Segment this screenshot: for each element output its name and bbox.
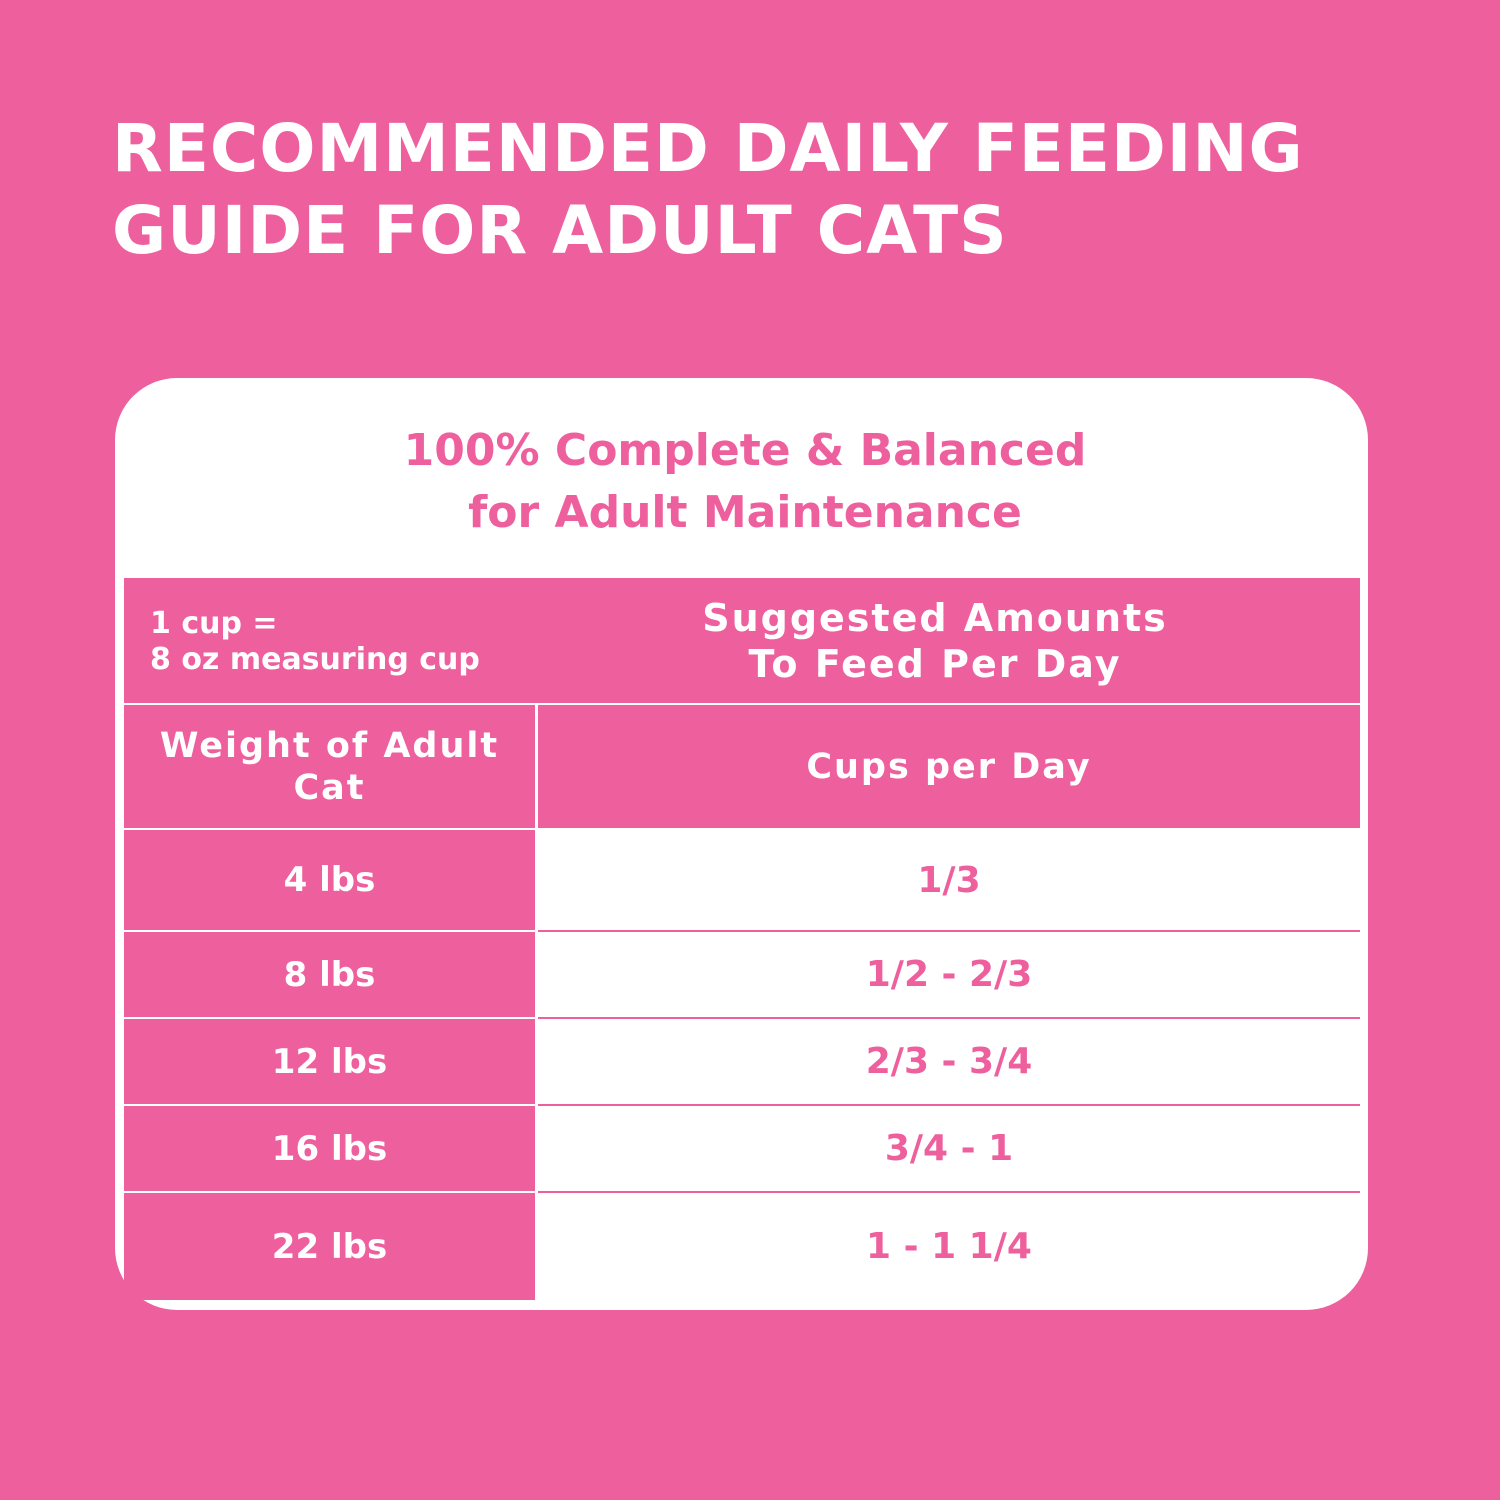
heading: Suggested Amounts To Feed Per Day — [520, 578, 1350, 703]
column-header: Cups per Day — [538, 705, 1360, 828]
column-header-text: Cups per Day — [806, 746, 1092, 787]
subtitle-line: for Adult Maintenance — [468, 487, 1022, 538]
cups-cell: 1/3 — [538, 830, 1360, 932]
cups-cell: 1 - 1 1/4 — [538, 1193, 1360, 1300]
weight: 8 lbs — [283, 954, 376, 995]
cups-cell: 2/3 - 3/4 — [538, 1019, 1360, 1106]
weight: 22 lbs — [271, 1226, 388, 1267]
title-line: GUIDE FOR ADULT CATS — [112, 192, 1008, 269]
weight-cell: 4 lbs — [124, 830, 535, 930]
weight: 4 lbs — [283, 860, 376, 900]
title: RECOMMENDED DAILY FEEDING GUIDE FOR ADULT… — [112, 108, 1304, 272]
note: 1 cup = 8 oz measuring cup — [150, 606, 480, 678]
cups: 1/2 - 2/3 — [865, 954, 1033, 995]
heading-line: To Feed Per Day — [748, 641, 1122, 686]
heading-line: Suggested Amounts — [702, 595, 1168, 640]
column-header-text: Weight of Adult Cat — [159, 725, 500, 808]
header-band — [124, 578, 1360, 703]
cups-cell: 1/2 - 2/3 — [538, 932, 1360, 1019]
weight-cell: 16 lbs — [124, 1106, 535, 1191]
cups: 1 - 1 1/4 — [866, 1226, 1032, 1267]
note-line: 1 cup = — [150, 606, 278, 641]
cups: 3/4 - 1 — [884, 1128, 1014, 1169]
column-header: Weight of Adult Cat — [124, 705, 535, 828]
title-line: RECOMMENDED DAILY FEEDING — [112, 110, 1304, 187]
weight-cell: 22 lbs — [124, 1193, 535, 1300]
weight-cell: 12 lbs — [124, 1019, 535, 1104]
cups-cell: 3/4 - 1 — [538, 1106, 1360, 1193]
weight: 12 lbs — [271, 1041, 388, 1082]
subtitle-line: 100% Complete & Balanced — [403, 425, 1087, 476]
note-line: 8 oz measuring cup — [150, 642, 480, 677]
cups: 2/3 - 3/4 — [865, 1041, 1033, 1082]
subtitle: 100% Complete & Balanced for Adult Mainte… — [115, 420, 1375, 544]
weight-cell: 8 lbs — [124, 932, 535, 1017]
weight: 16 lbs — [271, 1128, 388, 1169]
cups: 1/3 — [917, 859, 981, 901]
